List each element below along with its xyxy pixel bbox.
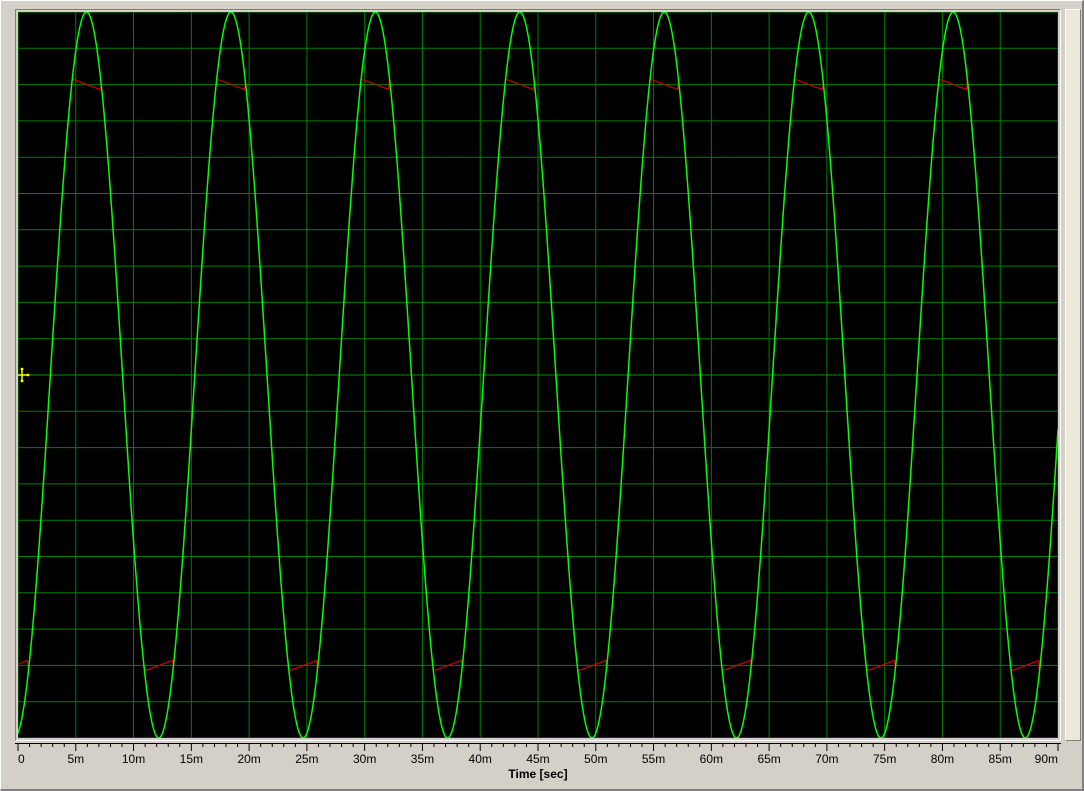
x-tick-label: 70m bbox=[815, 752, 838, 766]
waveform-svg bbox=[18, 12, 1058, 738]
x-tick-label: 80m bbox=[931, 752, 954, 766]
x-tick-label: 15m bbox=[180, 752, 203, 766]
x-tick-label: 90m bbox=[1035, 752, 1058, 766]
oscilloscope-window: 0 5m 10m 15m 20m 25m 30m 35m 40m 45m 50m 55m 60m 65m 7… bbox=[0, 0, 1084, 791]
waveform-plot[interactable] bbox=[18, 12, 1058, 738]
x-tick-label: 55m bbox=[642, 752, 665, 766]
x-tick-label: 45m bbox=[526, 752, 549, 766]
x-axis-label: Time [sec] bbox=[15, 767, 1061, 781]
x-tick-label: 85m bbox=[989, 752, 1012, 766]
x-tick-label: 20m bbox=[237, 752, 260, 766]
x-tick-label: 30m bbox=[353, 752, 376, 766]
x-tick-label: 25m bbox=[295, 752, 318, 766]
x-tick-label: 65m bbox=[757, 752, 780, 766]
x-tick-label: 5m bbox=[67, 752, 84, 766]
x-tick-label: 60m bbox=[700, 752, 723, 766]
x-axis: 0 5m 10m 15m 20m 25m 30m 35m 40m 45m 50m 55m 60m 65m 7… bbox=[15, 743, 1061, 783]
x-tick-label: 50m bbox=[584, 752, 607, 766]
plot-frame bbox=[15, 9, 1061, 741]
x-tick-label: 0 bbox=[18, 752, 25, 766]
x-tick-label: 40m bbox=[469, 752, 492, 766]
vertical-scrollbar[interactable] bbox=[1065, 9, 1081, 741]
x-tick-label: 10m bbox=[122, 752, 145, 766]
x-tick-label: 35m bbox=[411, 752, 434, 766]
x-tick-label: 75m bbox=[873, 752, 896, 766]
